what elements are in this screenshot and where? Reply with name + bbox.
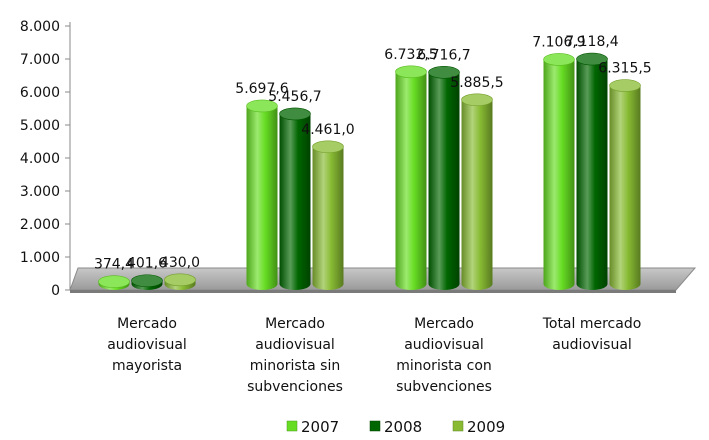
data-label: 430,0	[160, 255, 200, 271]
bar-body	[279, 113, 311, 285]
bar-2007-3	[543, 53, 575, 290]
bar-top	[395, 65, 427, 79]
bar-top	[312, 140, 344, 154]
bar-base	[543, 278, 575, 290]
bar-base	[312, 278, 344, 290]
y-tick-label: 1.000	[20, 250, 60, 266]
data-label: 374,4	[94, 257, 134, 273]
bar-2009-3	[609, 79, 641, 290]
data-label: 5.456,7	[268, 89, 321, 105]
bar-body	[543, 59, 575, 284]
bar-2007-1	[246, 99, 278, 290]
bar-base	[461, 278, 493, 290]
legend-label: 2007	[301, 418, 339, 436]
bar-base	[576, 278, 608, 290]
bar-2009-1	[312, 140, 344, 290]
bar-top	[164, 273, 196, 287]
bar-body	[576, 59, 608, 284]
data-label: 5.697,6	[235, 81, 289, 97]
bar-top	[609, 79, 641, 92]
data-label: 7.118,4	[565, 34, 619, 50]
bar-top	[246, 99, 278, 113]
bar-top	[576, 52, 608, 66]
bar-2009-2	[461, 93, 493, 290]
y-tick-label: 3.000	[20, 184, 60, 200]
legend-item-2007: 2007	[286, 418, 339, 436]
data-label: 6.732,5	[384, 47, 437, 63]
bar-body	[312, 146, 344, 284]
bar-top	[279, 107, 311, 121]
legend-label: 2008	[384, 418, 422, 436]
legend-swatch	[286, 420, 298, 432]
data-label: 401,6	[127, 256, 167, 272]
bar-2008-0	[131, 274, 163, 290]
data-label: 6.716,7	[417, 47, 470, 63]
chart-floor-edge	[70, 290, 676, 293]
bar-2007-0	[98, 275, 130, 290]
bar-top	[543, 53, 575, 66]
legend-item-2009: 2009	[452, 418, 505, 436]
data-label: 4.461,0	[301, 122, 354, 138]
data-label: 5.885,5	[450, 75, 503, 91]
bar-body	[246, 105, 278, 284]
bar-base	[428, 278, 460, 290]
category-label: Mercado audiovisual mayorista	[107, 316, 187, 374]
bar-top	[428, 66, 460, 79]
bar-top	[461, 93, 493, 107]
y-tick-label: 4.000	[20, 151, 60, 167]
bar-body	[395, 71, 427, 284]
legend-item-2008: 2008	[369, 418, 422, 436]
legend-swatch	[452, 420, 464, 432]
data-label: 6.315,5	[598, 61, 651, 77]
legend-swatch	[369, 420, 381, 432]
y-tick-label: 2.000	[20, 217, 60, 233]
bar-base	[609, 278, 641, 290]
bar-2008-3	[576, 52, 608, 290]
bar-2009-0	[164, 273, 196, 290]
bar-body	[428, 72, 460, 284]
y-tick-label: 5.000	[20, 118, 60, 134]
category-label: Mercado audiovisual minorista sin subvencio…	[247, 316, 343, 395]
y-tick-label: 8.000	[20, 19, 60, 35]
bar-top	[98, 275, 130, 288]
bar-body	[609, 85, 641, 284]
legend-label: 2009	[467, 418, 505, 436]
bar-2007-2	[395, 65, 427, 290]
bar-base	[395, 278, 427, 290]
data-label: 7.106,9	[532, 34, 585, 50]
bar-base	[246, 278, 278, 290]
category-label: Mercado audiovisual minorista con subvencio…	[396, 316, 492, 395]
bar-top	[131, 274, 163, 288]
bar-body	[461, 99, 493, 284]
bar-2008-1	[279, 107, 311, 290]
category-label: Total mercado audiovisual	[542, 316, 642, 353]
y-tick-label: 7.000	[20, 52, 60, 68]
y-tick-label: 6.000	[20, 85, 60, 101]
y-tick-label: 0	[51, 283, 60, 299]
bar-base	[279, 278, 311, 290]
bar-2008-2	[428, 66, 460, 290]
